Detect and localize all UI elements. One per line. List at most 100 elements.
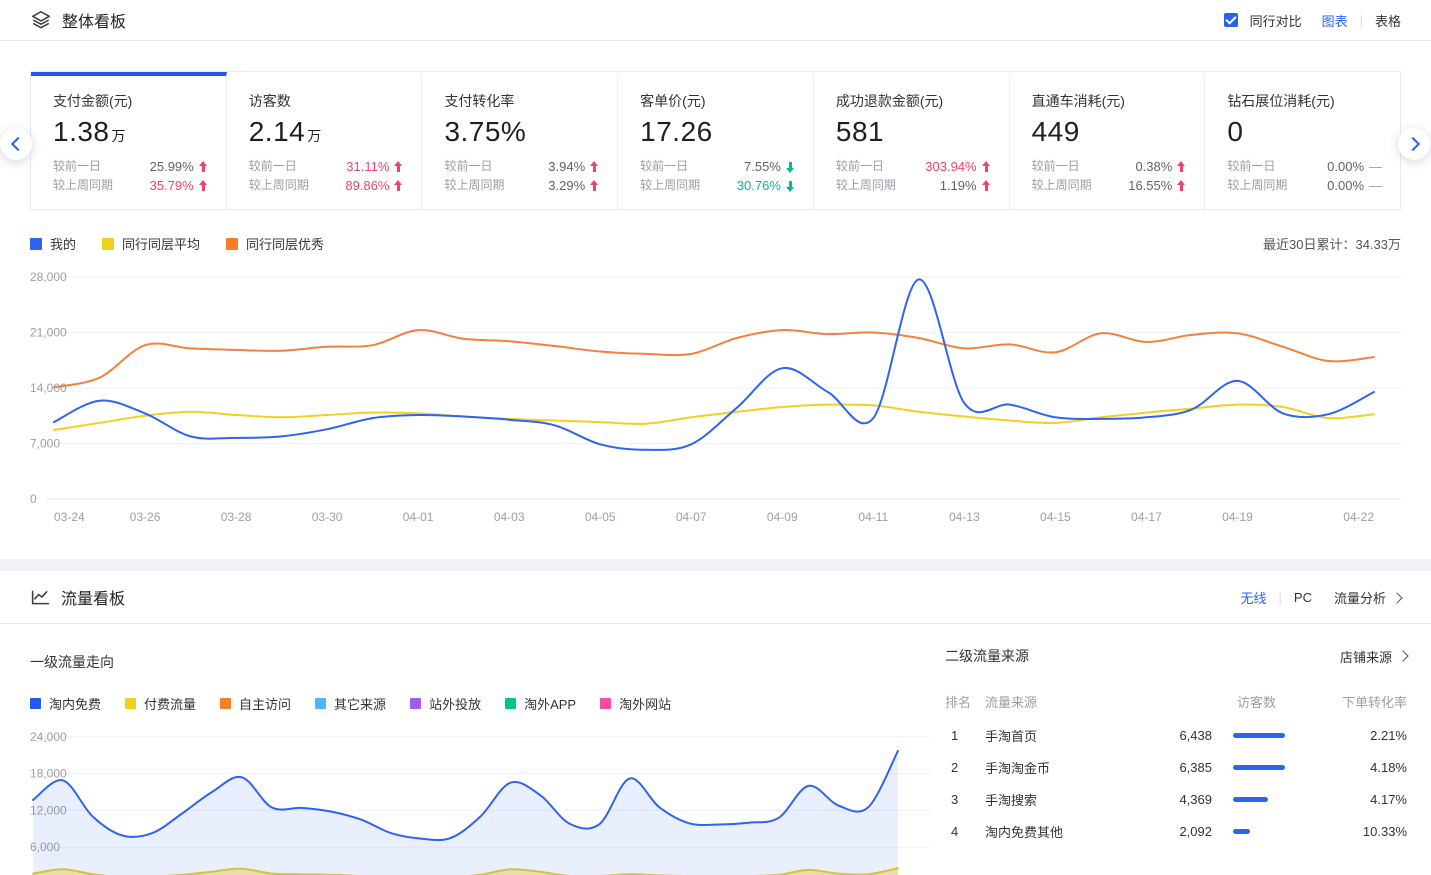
- sources-rows: 1 手淘首页 6,438 2.21% 2 手淘淘金币 6,385 4.18% 3…: [945, 719, 1407, 847]
- metric-card[interactable]: 成功退款金额(元) 581 较前一日 303.94% 较上周同期 1.19%: [813, 72, 1010, 209]
- source-rank: 4: [951, 823, 959, 839]
- tab-wireless[interactable]: 无线: [1240, 590, 1267, 606]
- trend-arrow-icon: [981, 160, 991, 173]
- visitors-bar: [1233, 796, 1268, 802]
- sources-title: 二级流量来源: [945, 648, 1029, 664]
- layers-icon: [30, 9, 52, 31]
- legend-item[interactable]: 付费流量: [125, 694, 196, 713]
- metric-value: 581: [835, 116, 885, 147]
- delta-label: 较上周同期: [1227, 178, 1288, 192]
- carousel-prev-button[interactable]: [0, 128, 32, 160]
- chevron-left-icon: [10, 136, 25, 152]
- legend-swatch: [600, 698, 612, 709]
- sources-panel: 二级流量来源 店铺来源 排名 流量来源 访客数 下单转化率 1 手淘首页 6,4…: [945, 612, 1409, 847]
- metric-card[interactable]: 直通车消耗(元) 449 较前一日 0.38% 较上周同期 16.55%: [1009, 72, 1206, 209]
- legend-item[interactable]: 淘外网站: [600, 694, 671, 713]
- delta-value: 3.94%: [548, 159, 586, 174]
- legend-item[interactable]: 淘外APP: [505, 694, 576, 713]
- metric-delta-row: 较前一日 7.55%: [640, 157, 795, 176]
- shop-sources-link[interactable]: 店铺来源: [1340, 647, 1409, 666]
- legend-label: 淘内免费: [49, 697, 102, 712]
- legend-item[interactable]: 站外投放: [410, 694, 481, 713]
- metric-card[interactable]: 支付转化率 3.75% 较前一日 3.94% 较上周同期 3.29%: [422, 72, 619, 209]
- metric-value: 3.75%: [444, 116, 527, 147]
- legend-label: 自主访问: [239, 697, 292, 712]
- delta-label: 较前一日: [53, 159, 102, 173]
- legend-label: 其它来源: [334, 697, 387, 712]
- delta-label: 较上周同期: [835, 178, 896, 192]
- metric-card[interactable]: 客单价(元) 17.26 较前一日 7.55% 较上周同期 30.76%: [618, 72, 814, 209]
- visitors-bar: [1233, 732, 1285, 738]
- source-rank: 3: [951, 791, 959, 807]
- view-table-link[interactable]: 表格: [1374, 13, 1401, 29]
- tab-pc[interactable]: PC: [1293, 589, 1312, 605]
- peer-compare-checkbox[interactable]: [1223, 13, 1238, 27]
- legend-item[interactable]: 同行同层平均: [102, 234, 200, 253]
- trend-arrow-icon: [1177, 179, 1186, 192]
- traffic-analysis-link[interactable]: 流量分析: [1334, 588, 1403, 607]
- carousel-next-button[interactable]: [1398, 128, 1430, 160]
- svg-text:03-24: 03-24: [54, 510, 85, 524]
- source-conversion: 4.17%: [1370, 791, 1407, 807]
- source-rank: 2: [951, 759, 959, 775]
- kpi-cards-section: 支付金额(元) 1.38 万 较前一日 25.99% 较上周同期 35.79% 访…: [30, 71, 1401, 210]
- metric-value: 1.38 万: [53, 116, 126, 147]
- col-source: 流量来源: [985, 695, 1038, 710]
- legend-label: 站外投放: [429, 697, 482, 712]
- svg-text:7,000: 7,000: [30, 437, 60, 451]
- visitors-bar: [1233, 764, 1285, 770]
- legend-item[interactable]: 淘内免费: [30, 694, 101, 713]
- metric-card[interactable]: 支付金额(元) 1.38 万 较前一日 25.99% 较上周同期 35.79%: [31, 72, 227, 209]
- delta-label: 较上周同期: [1031, 178, 1092, 192]
- metric-delta-row: 较前一日 303.94%: [836, 157, 991, 176]
- delta-value: 3.29%: [548, 178, 586, 193]
- metric-delta-row: 较上周同期 1.19%: [836, 176, 991, 195]
- metric-delta-row: 较上周同期 16.55%: [1032, 176, 1187, 195]
- divider: |: [1278, 589, 1282, 605]
- source-row[interactable]: 2 手淘淘金币 6,385 4.18%: [945, 751, 1407, 783]
- trend-arrow-icon: [1177, 160, 1186, 173]
- metric-delta-row: 较上周同期 3.29%: [444, 176, 599, 195]
- trend-arrow-icon: [981, 179, 991, 192]
- traffic-header: 流量看板 无线 | PC 流量分析: [0, 571, 1431, 624]
- delta-value: 30.76%: [736, 178, 781, 193]
- dashboard-page: 整体看板 同行对比 图表 | 表格 支付金额(元) 1.38 万 较前一日 25.…: [0, 0, 1431, 850]
- trend-arrow-icon: —: [1369, 178, 1383, 193]
- delta-value: 7.55%: [744, 159, 781, 174]
- svg-text:04-03: 04-03: [494, 510, 525, 524]
- legend-item[interactable]: 同行同层优秀: [226, 234, 324, 253]
- source-row[interactable]: 3 手淘搜索 4,369 4.17%: [945, 783, 1407, 815]
- svg-text:04-22: 04-22: [1343, 510, 1374, 524]
- trend-arrow-icon: —: [1369, 159, 1383, 174]
- metric-title: 钻石展位消耗(元): [1227, 93, 1335, 109]
- trend-arrow-icon: [394, 160, 403, 173]
- trend-line-chart[interactable]: 0 7,000 14,000 21,000 28,000 03-24 03-26 03-28 0…: [30, 263, 1401, 529]
- trend-arrow-icon: [394, 179, 403, 192]
- legend-swatch: [220, 698, 232, 709]
- metric-card[interactable]: 钻石展位消耗(元) 0 较前一日 0.00% — 较上周同期 0.00% —: [1205, 72, 1401, 209]
- view-chart-link[interactable]: 图表: [1321, 13, 1348, 29]
- metric-delta-row: 较上周同期 89.86%: [249, 176, 404, 195]
- kpi-cards-row: 支付金额(元) 1.38 万 较前一日 25.99% 较上周同期 35.79% 访…: [30, 71, 1401, 210]
- source-visitors: 6,438: [1179, 727, 1212, 743]
- legend-swatch: [102, 237, 115, 250]
- section-divider: [0, 559, 1431, 571]
- legend-swatch: [410, 698, 422, 709]
- overview-header: 整体看板 同行对比 图表 | 表格: [0, 0, 1431, 41]
- legend-item[interactable]: 我的: [30, 234, 76, 253]
- legend-item[interactable]: 自主访问: [220, 694, 291, 713]
- metric-title: 成功退款金额(元): [835, 93, 944, 109]
- delta-value: 31.11%: [346, 159, 390, 174]
- page-title: 整体看板: [62, 14, 127, 31]
- legend-swatch: [505, 698, 517, 709]
- delta-value: 1.19%: [939, 178, 977, 193]
- source-row[interactable]: 1 手淘首页 6,438 2.21%: [945, 719, 1407, 751]
- legend-item[interactable]: 其它来源: [315, 694, 386, 713]
- source-row[interactable]: 4 淘内免费其他 2,092 10.33%: [945, 815, 1407, 847]
- metric-value: 2.14 万: [248, 116, 322, 147]
- metric-card[interactable]: 访客数 2.14 万 较前一日 31.11% 较上周同期 89.86%: [226, 72, 423, 209]
- metric-value: 0: [1227, 116, 1244, 147]
- delta-value: 0.38%: [1135, 159, 1173, 174]
